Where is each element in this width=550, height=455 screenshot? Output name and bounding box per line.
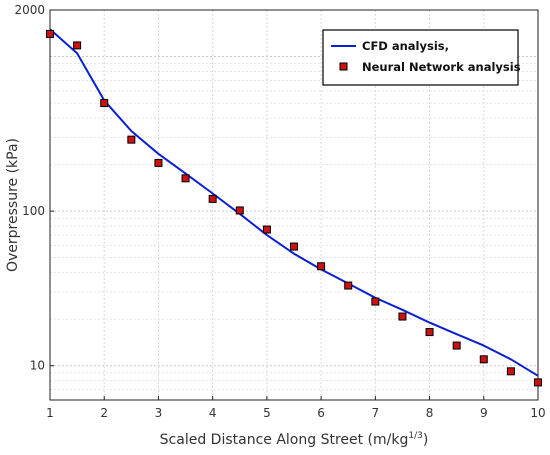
x-tick-label: 6 (317, 406, 325, 420)
legend: CFD analysis, Neural Network analysis (322, 29, 521, 86)
x-tick-label: 5 (263, 406, 271, 420)
nn-data-point (100, 99, 109, 108)
nn-data-point (73, 41, 82, 50)
y-tick-label: 100 (22, 204, 45, 218)
nn-data-point (425, 328, 434, 337)
nn-data-point (398, 312, 407, 321)
x-axis: 1 2 3 4 5 6 7 8 9 10 (46, 396, 546, 420)
x-tick-label: 10 (530, 406, 545, 420)
nn-data-point (371, 297, 380, 306)
x-tick-label: 7 (372, 406, 380, 420)
cfd-line (49, 28, 539, 377)
nn-data-point (181, 174, 190, 183)
x-tick-label: 1 (46, 406, 54, 420)
y-tick-label: 2000 (14, 3, 45, 17)
y-axis: 2000 100 10 (14, 3, 54, 373)
grid (50, 10, 538, 400)
nn-data-point (344, 281, 353, 290)
legend-label-nn: Neural Network analysis (362, 60, 521, 74)
nn-data-point (154, 158, 163, 167)
nn-data-point (317, 262, 326, 271)
y-tick-label: 10 (30, 359, 45, 373)
nn-data-point (452, 341, 461, 350)
x-tick-label: 4 (209, 406, 217, 420)
nn-data-point (46, 29, 54, 38)
legend-box (322, 29, 519, 86)
legend-marker-swatch (339, 62, 348, 71)
nn-data-point (208, 194, 217, 203)
x-tick-label: 3 (155, 406, 163, 420)
legend-label-cfd: CFD analysis, (362, 39, 449, 53)
nn-data-point (290, 242, 298, 251)
nn-data-point (506, 367, 515, 376)
nn-data-point (262, 225, 271, 234)
x-axis-label: Scaled Distance Along Street (m/kg1/3) (160, 431, 429, 448)
x-tick-label: 2 (100, 406, 108, 420)
y-axis-label: Overpressure (kPa) (5, 138, 21, 272)
nn-data-point (479, 355, 488, 364)
nn-data-point (127, 135, 136, 144)
series-layer (46, 28, 542, 387)
nn-data-point (235, 206, 244, 215)
x-tick-label: 8 (426, 406, 434, 420)
plot-frame (49, 9, 539, 401)
nn-data-point (534, 378, 542, 387)
x-tick-label: 9 (480, 406, 488, 420)
